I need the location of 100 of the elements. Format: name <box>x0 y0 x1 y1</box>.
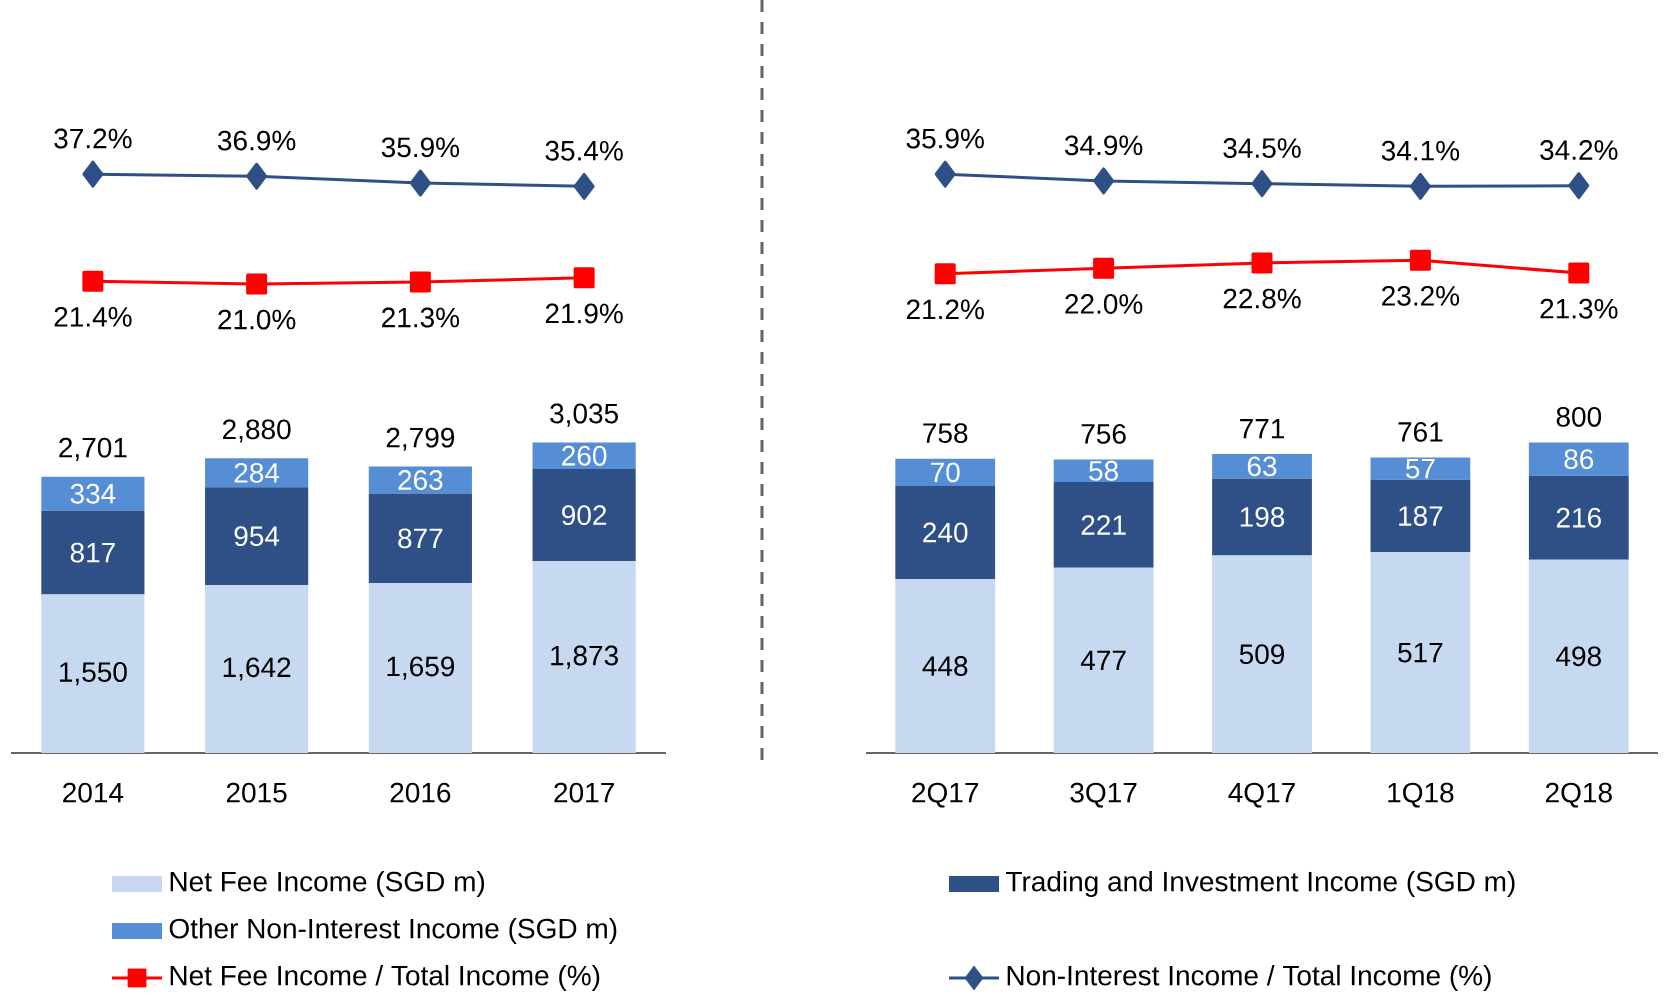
data-label: 21.4% <box>54 306 132 327</box>
total-label: 761 <box>1398 422 1443 442</box>
bar <box>895 579 996 753</box>
bar <box>205 584 309 753</box>
data-label: 34.2% <box>1540 140 1618 160</box>
point <box>82 270 104 292</box>
data-label: 21.3% <box>382 307 460 328</box>
x-tick-label: 2Q17 <box>912 782 979 808</box>
data-label: 70 <box>931 462 960 483</box>
x-tick-label: 2015 <box>226 782 287 803</box>
total-label: 3,035 <box>550 403 618 427</box>
point <box>1568 172 1590 200</box>
point <box>573 172 595 200</box>
data-label: 35.9% <box>906 128 984 149</box>
x-tick-label: 3Q17 <box>1070 782 1137 808</box>
data-label: 36.9% <box>218 130 296 151</box>
data-label: 34.9% <box>1064 135 1143 156</box>
data-label: 21.9% <box>545 303 623 324</box>
legend-label: Non-Interest Income / Total Income (%) <box>1007 964 1491 992</box>
bar <box>895 485 996 580</box>
data-label: 22.0% <box>1065 294 1143 314</box>
point <box>1409 249 1431 271</box>
data-label: 21.3% <box>1540 298 1618 319</box>
data-label: 63 <box>1247 456 1277 477</box>
point <box>1093 167 1115 195</box>
point <box>246 162 268 190</box>
data-label: 1,659 <box>387 656 455 680</box>
point <box>1409 172 1431 200</box>
bar <box>1212 555 1312 753</box>
data-label: 334 <box>70 483 116 504</box>
point <box>1251 252 1273 274</box>
total-label: 771 <box>1240 419 1284 439</box>
x-tick-label: 2014 <box>63 782 124 803</box>
data-label: 1,873 <box>551 645 618 669</box>
bar <box>1053 567 1154 753</box>
point <box>1093 257 1115 279</box>
point <box>1568 262 1590 284</box>
data-label: 21.0% <box>218 309 296 330</box>
data-label: 35.9% <box>381 137 460 158</box>
bar <box>895 458 996 486</box>
bar <box>205 487 309 585</box>
point <box>409 271 431 293</box>
data-label: 221 <box>1081 515 1126 535</box>
point <box>409 169 431 197</box>
x-tick-label: 1Q18 <box>1388 782 1454 808</box>
data-label: 187 <box>1399 506 1443 526</box>
data-label: 477 <box>1080 650 1126 671</box>
bar <box>1370 457 1471 480</box>
data-label: 21.2% <box>906 299 984 320</box>
total-label: 758 <box>923 423 968 444</box>
data-label: 284 <box>234 462 280 483</box>
data-label: 37.2% <box>54 128 132 149</box>
total-label: 800 <box>1556 406 1602 427</box>
x-tick-label: 4Q17 <box>1228 782 1295 808</box>
data-label: 902 <box>562 505 607 526</box>
bar <box>532 469 636 562</box>
x-tick-label: 2Q18 <box>1545 782 1612 808</box>
point <box>246 273 268 295</box>
bar <box>41 510 145 595</box>
data-label: 1,550 <box>59 662 127 686</box>
x-tick-label: 2016 <box>390 782 451 803</box>
data-label: 448 <box>922 656 968 676</box>
data-label: 57 <box>1405 458 1435 479</box>
data-label: 216 <box>1556 507 1601 528</box>
bar <box>1370 552 1471 753</box>
bar <box>1370 479 1471 553</box>
data-label: 86 <box>1564 449 1594 470</box>
data-label: 817 <box>70 542 115 563</box>
point <box>934 263 956 285</box>
data-label: 954 <box>234 526 280 547</box>
bar <box>1212 478 1312 556</box>
point <box>573 267 595 289</box>
legend-label: Net Fee Income (SGD m) <box>170 870 485 898</box>
bar <box>41 476 145 511</box>
data-label: 260 <box>562 445 607 466</box>
data-label: 34.1% <box>1381 140 1460 161</box>
total-label: 756 <box>1081 423 1126 444</box>
point <box>934 160 956 188</box>
bar <box>368 583 472 753</box>
bar <box>532 561 636 753</box>
legend-label: Other Non-Interest Income (SGD m) <box>169 917 617 945</box>
total-label: 2,701 <box>59 437 127 461</box>
point <box>1251 170 1273 198</box>
data-label: 35.4% <box>545 140 623 161</box>
bar <box>1528 475 1629 560</box>
data-label: 509 <box>1239 644 1285 665</box>
bar <box>1053 482 1154 568</box>
data-label: 198 <box>1240 507 1285 527</box>
data-label: 263 <box>398 470 443 490</box>
total-label: 2,880 <box>223 419 291 443</box>
data-label: 877 <box>398 528 443 549</box>
data-label: 1,642 <box>223 657 291 681</box>
bar <box>532 442 636 470</box>
data-label: 22.8% <box>1223 288 1301 309</box>
bar <box>1528 559 1629 753</box>
bar <box>41 594 145 753</box>
legend-label: Trading and Investment Income (SGD m) <box>1006 870 1515 898</box>
bar <box>205 458 309 488</box>
bar <box>1528 442 1629 476</box>
x-tick-label: 2017 <box>554 782 614 803</box>
